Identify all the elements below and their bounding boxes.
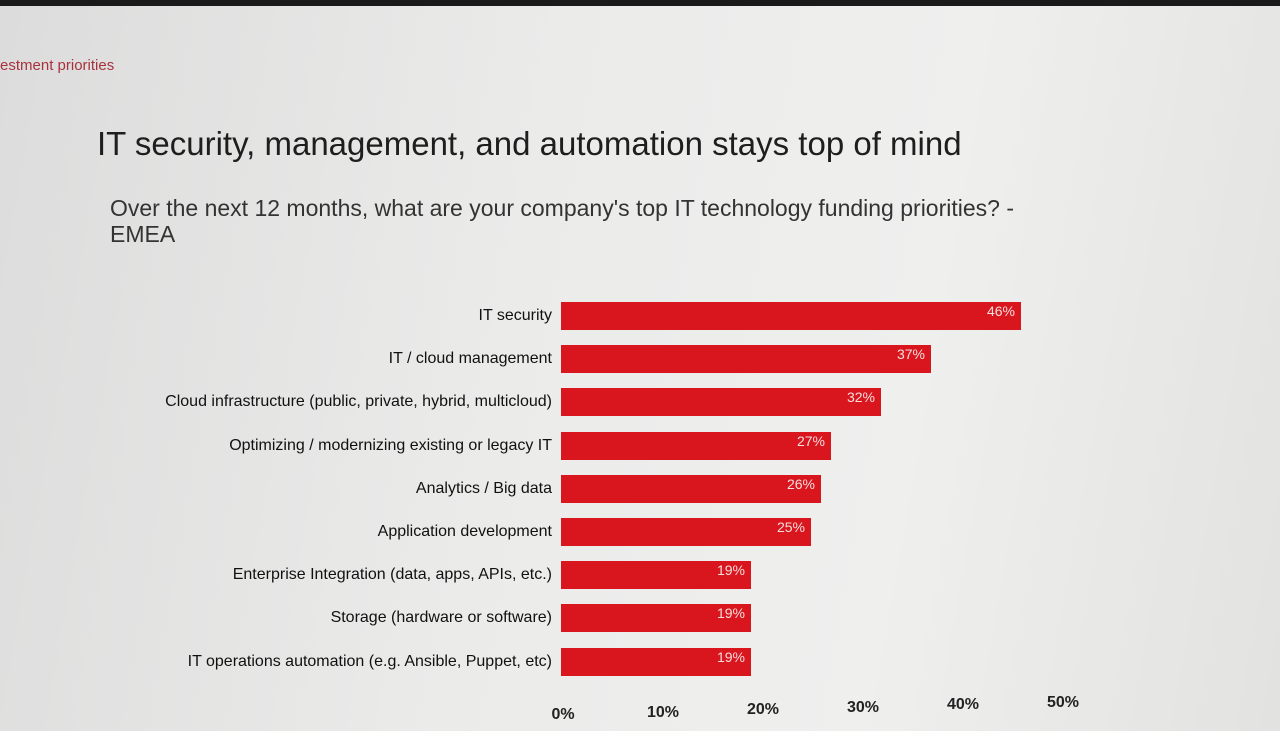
- x-tick-label: 0%: [551, 706, 575, 723]
- data-label: 25%: [776, 519, 805, 535]
- category-label: Cloud infrastructure (public, private, h…: [165, 393, 552, 411]
- category-label: IT / cloud management: [388, 350, 552, 368]
- category-label: IT operations automation (e.g. Ansible, …: [187, 652, 552, 670]
- category-label: Optimizing / modernizing existing or leg…: [229, 436, 552, 454]
- bar: 37%: [561, 345, 931, 374]
- screen-bezel: [0, 0, 1280, 6]
- x-tick-label: 50%: [1046, 693, 1080, 711]
- data-label: 19%: [716, 648, 745, 665]
- data-label: 46%: [986, 303, 1015, 319]
- slide-title: IT security, management, and automation …: [97, 125, 962, 162]
- bar: 25%: [561, 518, 811, 546]
- data-label: 19%: [716, 605, 745, 622]
- chart-subtitle: Over the next 12 months, what are your c…: [110, 195, 1014, 247]
- data-label: 19%: [716, 562, 745, 579]
- x-tick-label: 30%: [846, 698, 880, 716]
- data-label: 32%: [846, 389, 875, 406]
- category-label: IT security: [478, 307, 553, 324]
- bar: 46%: [561, 302, 1021, 330]
- bar: 27%: [561, 431, 831, 460]
- data-label: 26%: [786, 475, 815, 492]
- category-label: Storage (hardware or software): [330, 609, 552, 627]
- x-tick-label: 40%: [946, 696, 980, 713]
- x-tick-label: 10%: [646, 703, 680, 721]
- data-label: 27%: [796, 432, 825, 449]
- data-label: 37%: [896, 346, 925, 363]
- bar: 32%: [561, 388, 881, 417]
- bar: 19%: [561, 561, 751, 590]
- category-label: Application development: [377, 523, 552, 540]
- bar: 26%: [561, 474, 821, 503]
- category-label: Analytics / Big data: [415, 479, 552, 497]
- bar: 19%: [561, 647, 751, 676]
- x-tick-label: 20%: [746, 701, 780, 718]
- category-label: Enterprise Integration (data, apps, APIs…: [232, 566, 552, 584]
- section-label: estment priorities: [0, 57, 115, 74]
- bar: 19%: [561, 604, 751, 633]
